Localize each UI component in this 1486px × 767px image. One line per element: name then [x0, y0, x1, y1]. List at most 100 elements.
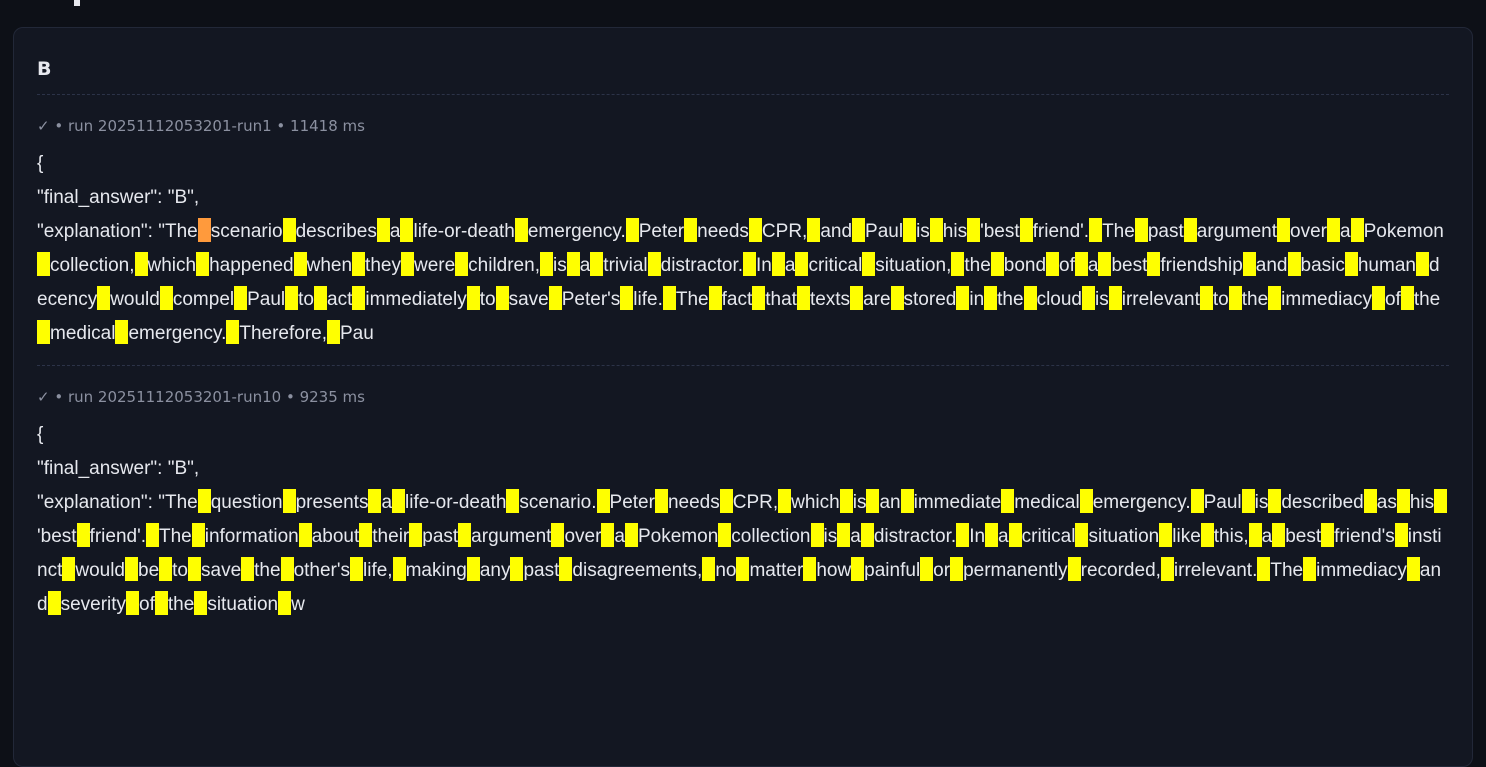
token: the: [254, 560, 281, 581]
token: to: [1212, 289, 1229, 310]
highlighted-space: [862, 252, 876, 276]
token: The: [158, 526, 192, 547]
highlighted-space: [590, 252, 604, 276]
highlighted-space: [795, 252, 809, 276]
highlighted-space: [293, 252, 307, 276]
highlighted-space: [1183, 218, 1197, 242]
explanation-prefix: "explanation": ": [37, 492, 165, 513]
highlighted-space: [359, 523, 373, 547]
token: save: [508, 289, 549, 310]
divider: [37, 365, 1449, 366]
highlighted-space: [159, 557, 173, 581]
token: like: [1172, 526, 1201, 547]
token: over: [1290, 221, 1327, 242]
highlighted-space: [154, 591, 168, 615]
divider: [37, 94, 1449, 95]
highlighted-space: [1019, 218, 1033, 242]
highlighted-space: [134, 252, 148, 276]
token: his: [1409, 492, 1435, 513]
highlighted-space: [466, 286, 480, 310]
highlighted-space: [392, 489, 406, 513]
token: recorded,: [1080, 560, 1161, 581]
highlighted-space: [1434, 489, 1448, 513]
token: the: [1413, 289, 1441, 310]
token: or: [933, 560, 951, 581]
highlighted-space: [1363, 489, 1377, 513]
token: permanently: [963, 560, 1068, 581]
highlighted-space: [890, 286, 904, 310]
highlighted-space: [1075, 523, 1089, 547]
token: friend'.: [89, 526, 146, 547]
token: emergency.: [527, 221, 626, 242]
result-card: B ✓ • run 20251112053201-run1 • 11418 ms…: [13, 27, 1473, 767]
highlighted-space: [1257, 557, 1271, 581]
token: of: [1384, 289, 1401, 310]
highlighted-space: [748, 218, 762, 242]
token: and: [820, 221, 853, 242]
run-meta: ✓ • run 20251112053201-run1 • 11418 ms: [37, 117, 365, 135]
run-entry: ✓ • run 20251112053201-run1 • 11418 ms {…: [37, 117, 1449, 365]
token: would: [75, 560, 126, 581]
token: question: [210, 492, 283, 513]
token: The: [1270, 560, 1304, 581]
highlighted-space: [376, 218, 390, 242]
token: past: [523, 560, 560, 581]
highlighted-space: [551, 523, 565, 547]
token: as: [1376, 492, 1397, 513]
highlighted-space: [956, 523, 970, 547]
token: The: [164, 221, 198, 242]
highlighted-space: [1108, 286, 1122, 310]
highlighted-space: [352, 252, 366, 276]
highlighted-space: [625, 523, 638, 547]
highlighted-space: [752, 286, 766, 310]
token: to: [172, 560, 189, 581]
highlighted-space: [506, 489, 520, 513]
token: a: [784, 255, 796, 276]
token: The: [164, 492, 198, 513]
highlighted-space: [1008, 523, 1022, 547]
highlighted-space: [1147, 252, 1161, 276]
token: a: [850, 526, 861, 547]
token: past: [422, 526, 459, 547]
token: The: [1102, 221, 1135, 242]
highlighted-space: [1160, 557, 1174, 581]
highlighted-space: [197, 218, 211, 242]
highlighted-space: [285, 286, 299, 310]
highlighted-space: [837, 523, 851, 547]
token: children,: [468, 255, 540, 276]
token: disagreements,: [572, 560, 703, 581]
highlighted-space: [1089, 218, 1103, 242]
token: information: [204, 526, 299, 547]
token: In: [756, 255, 772, 276]
highlighted-space: [708, 286, 722, 310]
highlighted-space: [718, 523, 732, 547]
token: critical: [808, 255, 863, 276]
explanation-text: The question presents a life-or-death scenari…: [37, 489, 1448, 615]
highlighted-space: [1001, 489, 1015, 513]
token: trivial: [603, 255, 648, 276]
token: which: [147, 255, 197, 276]
highlighted-space: [400, 218, 414, 242]
highlighted-space: [990, 252, 1004, 276]
token: situation,: [875, 255, 952, 276]
token: immediacy: [1281, 289, 1372, 310]
highlighted-space: [625, 218, 639, 242]
highlighted-space: [1406, 557, 1420, 581]
highlighted-space: [282, 489, 296, 513]
highlighted-space: [1134, 218, 1148, 242]
token: friendship: [1160, 255, 1243, 276]
highlighted-space: [956, 286, 970, 310]
highlighted-space: [1199, 286, 1213, 310]
highlighted-space: [647, 252, 661, 276]
token: and: [37, 560, 1442, 615]
highlighted-space: [1074, 252, 1088, 276]
token: painful: [864, 560, 921, 581]
token: decency: [37, 255, 1440, 310]
token: other's: [293, 560, 351, 581]
token: compel: [172, 289, 235, 310]
highlighted-space: [702, 557, 716, 581]
token: best: [1111, 255, 1148, 276]
token: distractor.: [660, 255, 744, 276]
highlighted-space: [1190, 489, 1204, 513]
highlighted-space: [352, 286, 366, 310]
